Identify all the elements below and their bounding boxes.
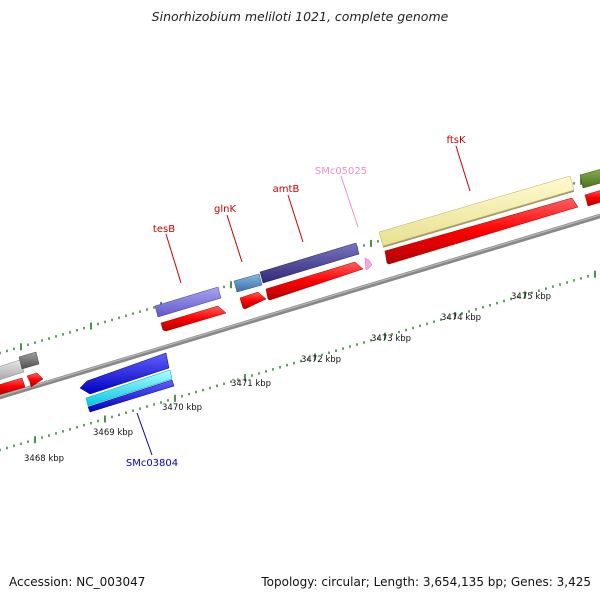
gene-tesB[interactable] xyxy=(154,286,222,318)
gene-label-tesB[interactable]: tesB xyxy=(153,224,175,235)
gene-label-SMc05025[interactable]: SMc05025 xyxy=(315,166,367,177)
gene-block-grey[interactable] xyxy=(0,359,25,380)
gene-block-darkgrey[interactable] xyxy=(18,351,40,370)
gene-labels: tesB glnK amtB SMc05025 ftsK SMc03804 xyxy=(126,135,466,469)
gene-label-ftsK[interactable]: ftsK xyxy=(446,135,465,146)
gene-label-SMc03804[interactable]: SMc03804 xyxy=(126,458,178,469)
gene-features-forward xyxy=(0,168,600,395)
gene-olive[interactable] xyxy=(579,168,600,189)
gene-features-reverse xyxy=(79,352,175,413)
gene-ftsK[interactable] xyxy=(378,175,575,247)
ruler-labels: 3468 kbp 3469 kbp 3470 kbp 3471 kbp 3472… xyxy=(24,292,551,464)
gene-label-amtB[interactable]: amtB xyxy=(273,184,300,195)
gene-label-leaders xyxy=(136,145,471,456)
cds-glnK[interactable] xyxy=(239,291,267,310)
cds-SMc03804[interactable] xyxy=(87,379,175,413)
cds-arrow[interactable] xyxy=(584,189,600,207)
ruler-label: 3471 kbp xyxy=(231,379,271,389)
gene-label-glnK[interactable]: glnK xyxy=(214,204,236,215)
cds-amtB[interactable] xyxy=(265,261,364,301)
cds-SMc05025[interactable] xyxy=(364,257,373,271)
ruler-label: 3475 kbp xyxy=(511,292,551,302)
gene-amtB[interactable] xyxy=(259,242,360,284)
cds-arrow[interactable] xyxy=(0,377,26,395)
lower-tick-track xyxy=(0,270,596,452)
ruler-label: 3469 kbp xyxy=(93,428,133,438)
genome-summary-text: Topology: circular; Length: 3,654,135 bp… xyxy=(261,575,591,589)
cds-arrow[interactable] xyxy=(26,372,44,388)
ruler-label: 3474 kbp xyxy=(441,313,481,323)
ruler-label: 3473 kbp xyxy=(371,334,411,344)
genome-backbone xyxy=(0,213,600,400)
cds-ftsK[interactable] xyxy=(384,197,579,265)
cds-SMc03804-cyan[interactable] xyxy=(85,369,173,407)
ruler-label: 3472 kbp xyxy=(301,355,341,365)
accession-text: Accession: NC_003047 xyxy=(9,575,146,589)
gene-glnK[interactable] xyxy=(233,273,263,293)
ruler-label: 3468 kbp xyxy=(24,454,64,464)
genome-title: Sinorhizobium meliloti 1021, complete ge… xyxy=(151,9,449,24)
gene-SMc03804-block[interactable] xyxy=(79,352,170,395)
ruler-label: 3470 kbp xyxy=(162,403,202,413)
cds-tesB[interactable] xyxy=(160,305,227,332)
